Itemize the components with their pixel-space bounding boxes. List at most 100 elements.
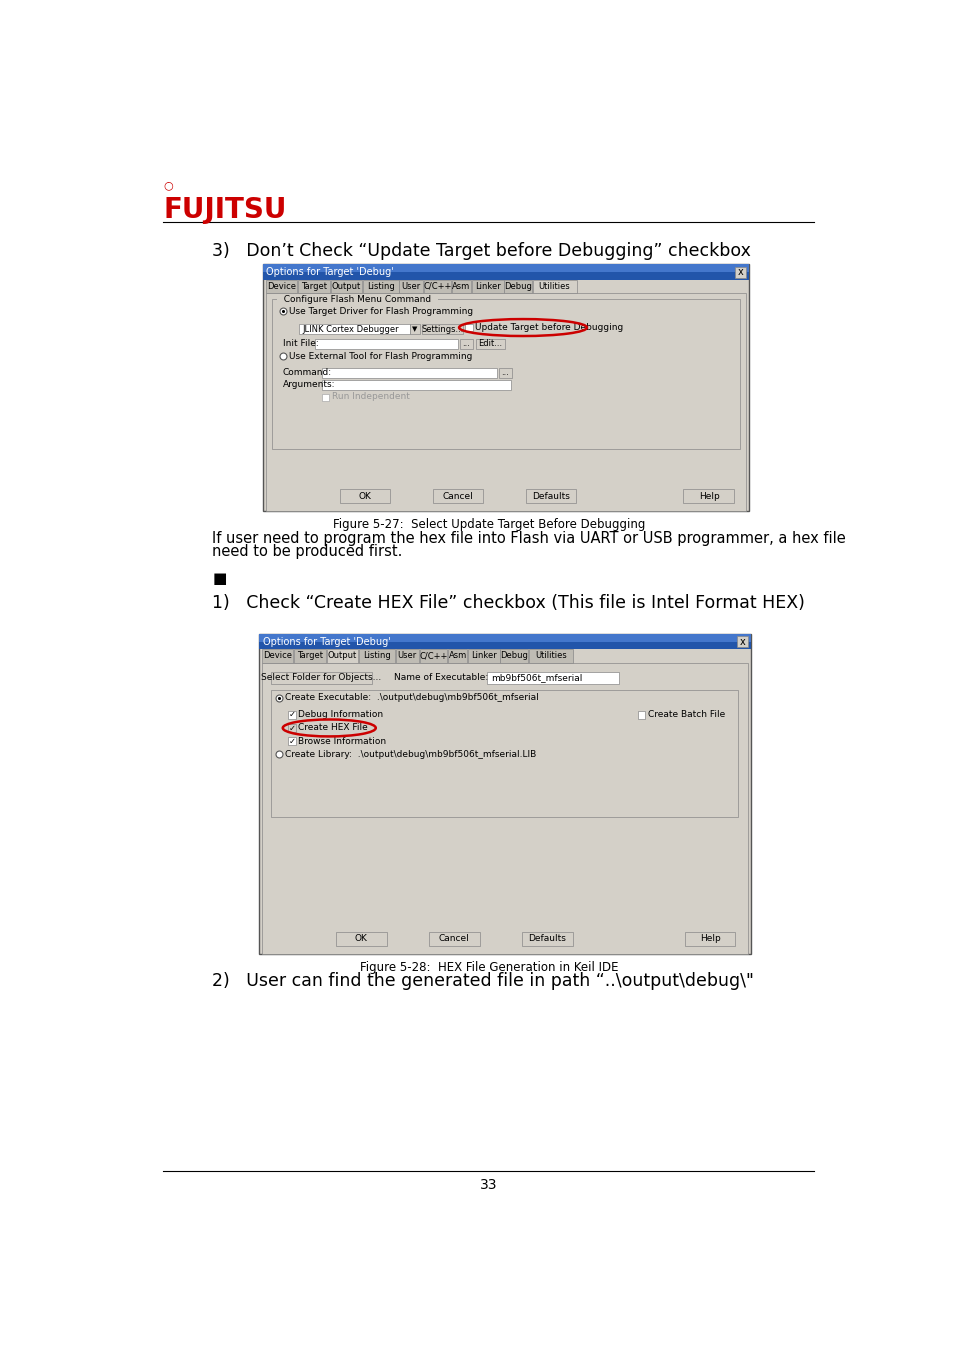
Bar (410, 324, 419, 335)
Bar (429, 931, 479, 946)
Text: ○: ○ (163, 180, 173, 190)
Bar (395, 649, 418, 663)
Bar (288, 737, 295, 745)
Text: If user need to program the hex file into Flash via UART or USB programmer, a he: If user need to program the hex file int… (212, 531, 845, 545)
Text: Debug Information: Debug Information (298, 710, 383, 720)
Text: Create Batch File: Create Batch File (647, 710, 724, 720)
Text: Figure 5-28:  HEX File Generation in Keil IDE: Figure 5-28: HEX File Generation in Keil… (359, 961, 618, 973)
Text: OK: OK (355, 934, 367, 944)
Bar (258, 634, 750, 649)
Bar (258, 634, 750, 641)
Text: Target: Target (296, 652, 323, 660)
Bar (340, 489, 390, 504)
Bar (288, 724, 295, 732)
Bar (448, 649, 467, 663)
Text: Create Library:  .\output\debug\mb9bf506t_mfserial.LIB: Create Library: .\output\debug\mb9bf506t… (285, 749, 536, 759)
Text: need to be produced first.: need to be produced first. (212, 544, 402, 559)
Text: ✓: ✓ (288, 724, 295, 733)
Text: User: User (401, 282, 420, 290)
Bar (476, 339, 505, 350)
Bar (288, 711, 295, 718)
Text: 3)   Don’t Check “Update Target before Debugging” checkbox: 3) Don’t Check “Update Target before Deb… (212, 242, 750, 259)
Text: 33: 33 (479, 1177, 497, 1192)
Text: ✓: ✓ (288, 737, 295, 745)
Bar (399, 279, 422, 293)
Text: Help: Help (698, 491, 719, 501)
Bar (322, 367, 497, 378)
Text: Use External Tool for Flash Programming: Use External Tool for Flash Programming (289, 351, 472, 360)
Text: Create Executable:  .\output\debug\mb9bf506t_mfserial: Create Executable: .\output\debug\mb9bf5… (285, 694, 538, 702)
Bar (271, 690, 738, 817)
Bar (271, 672, 372, 684)
Bar (262, 265, 748, 279)
Bar (261, 663, 747, 953)
Text: Run Independent: Run Independent (332, 393, 410, 401)
Bar (294, 649, 326, 663)
Text: Settings...: Settings... (421, 324, 463, 333)
Bar (423, 279, 451, 293)
Bar (258, 634, 750, 953)
Text: ...: ... (500, 367, 509, 377)
Text: 2)   User can find the generated file in path “..\output\debug\": 2) User can find the generated file in p… (212, 972, 753, 991)
Text: Name of Executable:: Name of Executable: (394, 674, 488, 682)
Text: Defaults: Defaults (528, 934, 565, 944)
Text: Utilities: Utilities (538, 282, 570, 290)
Bar (262, 265, 748, 510)
Text: Asm: Asm (452, 282, 470, 290)
Bar (487, 672, 618, 684)
Text: Output: Output (328, 652, 356, 660)
Text: FUJITSU: FUJITSU (163, 196, 287, 224)
Bar (498, 367, 512, 378)
Bar (261, 649, 294, 663)
Text: Target: Target (300, 282, 327, 290)
Text: ·: · (166, 180, 168, 188)
Text: Select Folder for Objects...: Select Folder for Objects... (261, 674, 381, 682)
Bar (419, 649, 447, 663)
Text: Device: Device (267, 282, 295, 290)
Text: Update Target before Debugging: Update Target before Debugging (475, 323, 622, 332)
Bar (472, 279, 503, 293)
Text: Help: Help (700, 934, 720, 944)
Text: 1)   Check “Create HEX File” checkbox (This file is Intel Format HEX): 1) Check “Create HEX File” checkbox (Thi… (212, 594, 804, 612)
Text: OK: OK (358, 491, 371, 501)
Bar (362, 279, 398, 293)
Text: Init File:: Init File: (282, 339, 318, 348)
Bar (262, 273, 748, 279)
Text: Browse Information: Browse Information (298, 737, 386, 745)
Text: ✓: ✓ (288, 710, 295, 720)
Text: Use Target Driver for Flash Programming: Use Target Driver for Flash Programming (289, 306, 473, 316)
Bar (262, 265, 748, 273)
Text: Output: Output (332, 282, 360, 290)
Text: Listing: Listing (363, 652, 391, 660)
Bar (326, 649, 358, 663)
Text: Debug: Debug (499, 652, 528, 660)
Bar (452, 279, 471, 293)
Bar (528, 649, 572, 663)
Text: Command:: Command: (282, 367, 332, 377)
Text: ■: ■ (212, 571, 227, 586)
Bar (433, 489, 483, 504)
Text: Asm: Asm (448, 652, 466, 660)
Bar (464, 324, 472, 331)
Bar (266, 279, 297, 293)
Text: Configure Flash Menu Command: Configure Flash Menu Command (278, 296, 436, 304)
Text: User: User (397, 652, 416, 660)
Bar (459, 339, 473, 350)
Text: Listing: Listing (367, 282, 395, 290)
Text: ...: ... (462, 339, 470, 348)
Text: mb9bf506t_mfserial: mb9bf506t_mfserial (491, 674, 582, 682)
Text: x: x (739, 637, 744, 647)
Text: Figure 5-27:  Select Update Target Before Debugging: Figure 5-27: Select Update Target Before… (333, 518, 644, 531)
Text: Create HEX File: Create HEX File (298, 724, 368, 733)
Text: C/C++: C/C++ (419, 652, 447, 660)
Bar (358, 649, 395, 663)
Text: Linker: Linker (475, 282, 500, 290)
Text: Options for Target 'Debug': Options for Target 'Debug' (266, 267, 394, 277)
Bar (735, 267, 745, 278)
Text: Defaults: Defaults (532, 491, 569, 501)
Text: Edit...: Edit... (477, 339, 502, 348)
Text: Debug: Debug (503, 282, 532, 290)
Bar (272, 300, 740, 450)
Text: JLINK Cortex Debugger: JLINK Cortex Debugger (302, 324, 398, 333)
Bar (468, 649, 499, 663)
